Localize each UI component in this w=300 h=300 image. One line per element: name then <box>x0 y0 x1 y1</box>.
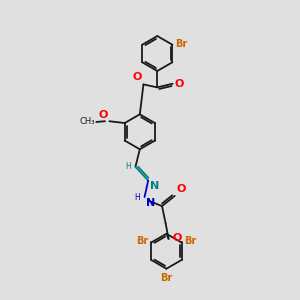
Text: O: O <box>176 184 186 194</box>
Text: N: N <box>146 198 155 208</box>
Text: H: H <box>125 162 131 171</box>
Text: Br: Br <box>136 236 148 246</box>
Text: H: H <box>134 193 140 202</box>
Text: Br: Br <box>160 273 172 283</box>
Text: Br: Br <box>175 39 187 49</box>
Text: O: O <box>174 79 184 89</box>
Text: O: O <box>99 110 108 120</box>
Text: O: O <box>133 72 142 82</box>
Text: O: O <box>173 233 182 243</box>
Text: N: N <box>150 181 159 191</box>
Text: CH₃: CH₃ <box>79 117 95 126</box>
Text: Br: Br <box>184 236 197 246</box>
